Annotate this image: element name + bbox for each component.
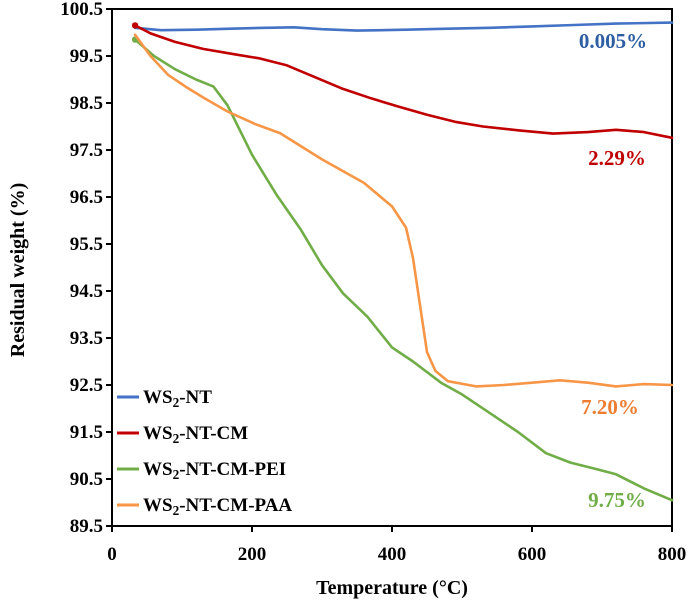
annotation-ws2-nt-cm-pei: 9.75% xyxy=(588,488,646,512)
annotation-ws2-nt-cm-paa: 7.20% xyxy=(581,395,639,419)
y-tick-label: 99.5 xyxy=(70,46,103,67)
legend-label-ws2-nt: WS2-NT xyxy=(143,387,212,410)
x-tick-label: 200 xyxy=(238,544,267,565)
x-tick-label: 600 xyxy=(518,544,547,565)
y-tick-label: 96.5 xyxy=(70,187,103,208)
series-ws2-nt xyxy=(133,21,674,32)
legend-item-ws2-nt-cm-paa: WS2-NT-CM-PAA xyxy=(117,495,292,518)
y-tick-label: 94.5 xyxy=(70,281,103,302)
x-axis-title: Temperature (°C) xyxy=(316,577,468,599)
legend-label-ws2-nt-cm: WS2-NT-CM xyxy=(143,423,248,446)
series-ws2-nt-cm xyxy=(133,24,674,140)
y-tick-label: 98.5 xyxy=(70,93,103,114)
y-tick-label: 100.5 xyxy=(60,0,103,20)
y-tick-label: 95.5 xyxy=(70,234,103,255)
x-tick-label: 800 xyxy=(658,544,687,565)
y-tick-label: 93.5 xyxy=(70,328,103,349)
y-tick-label: 97.5 xyxy=(70,140,103,161)
x-tick-label: 0 xyxy=(107,544,117,565)
y-tick-label: 90.5 xyxy=(70,469,103,490)
series-ws2-nt-cm-paa xyxy=(133,33,674,388)
annotation-ws2-nt: 0.005% xyxy=(579,29,647,53)
legend-label-ws2-nt-cm-pei: WS2-NT-CM-PEI xyxy=(143,459,286,482)
series-ws2-nt-cm-pei xyxy=(133,38,674,502)
plot-border xyxy=(111,8,673,527)
legend-item-ws2-nt-cm-pei: WS2-NT-CM-PEI xyxy=(117,459,286,482)
legend-item-ws2-nt: WS2-NT xyxy=(117,387,212,410)
y-tick-label: 89.5 xyxy=(70,516,103,537)
annotation-ws2-nt-cm: 2.29% xyxy=(588,146,646,170)
y-tick-label: 92.5 xyxy=(70,375,103,396)
series-start-marker-ws2-nt-cm xyxy=(131,22,139,29)
legend-item-ws2-nt-cm: WS2-NT-CM xyxy=(117,423,248,446)
legend-label-ws2-nt-cm-paa: WS2-NT-CM-PAA xyxy=(143,495,292,518)
y-tick-label: 91.5 xyxy=(70,422,103,443)
x-tick-label: 400 xyxy=(378,544,407,565)
y-axis-title: Residual weight (%) xyxy=(7,183,29,357)
